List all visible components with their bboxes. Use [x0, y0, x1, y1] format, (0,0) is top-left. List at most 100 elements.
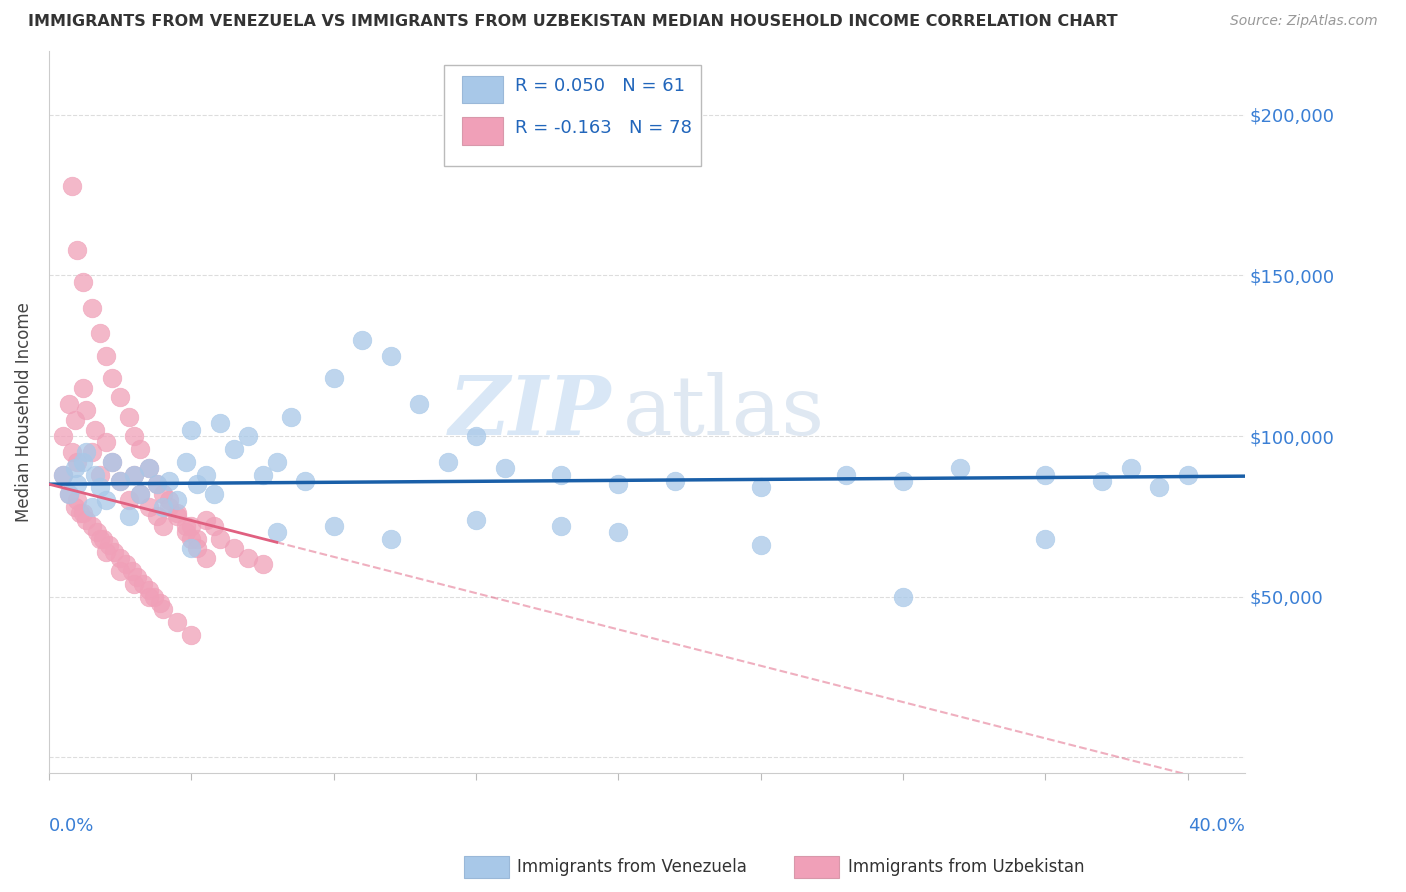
Point — [129, 487, 152, 501]
Point — [100, 455, 122, 469]
Point — [166, 509, 188, 524]
Text: Immigrants from Uzbekistan: Immigrants from Uzbekistan — [848, 858, 1084, 876]
Point — [118, 509, 141, 524]
Point — [1177, 467, 1199, 482]
Point — [891, 474, 914, 488]
Text: R = -0.163   N = 78: R = -0.163 N = 78 — [516, 119, 692, 137]
Point — [174, 455, 197, 469]
Point — [266, 455, 288, 469]
Point — [380, 349, 402, 363]
Point — [186, 532, 208, 546]
Point — [238, 551, 260, 566]
Point — [949, 461, 972, 475]
Point — [94, 544, 117, 558]
Point — [138, 583, 160, 598]
Text: IMMIGRANTS FROM VENEZUELA VS IMMIGRANTS FROM UZBEKISTAN MEDIAN HOUSEHOLD INCOME : IMMIGRANTS FROM VENEZUELA VS IMMIGRANTS … — [28, 14, 1118, 29]
Point — [58, 397, 80, 411]
Point — [124, 467, 146, 482]
Point — [80, 500, 103, 514]
Point — [52, 467, 75, 482]
Text: 0.0%: 0.0% — [49, 816, 94, 835]
Point — [60, 178, 83, 193]
Point — [138, 461, 160, 475]
Point — [138, 500, 160, 514]
Point — [208, 416, 231, 430]
Point — [124, 467, 146, 482]
Point — [118, 493, 141, 508]
Point — [152, 487, 174, 501]
Point — [1119, 461, 1142, 475]
Point — [132, 576, 155, 591]
Point — [80, 301, 103, 315]
Point — [465, 512, 488, 526]
Point — [180, 628, 202, 642]
Point — [550, 519, 572, 533]
Point — [108, 474, 131, 488]
Point — [280, 409, 302, 424]
Point — [550, 467, 572, 482]
Point — [749, 538, 772, 552]
Point — [294, 474, 316, 488]
Point — [86, 525, 108, 540]
Point — [1149, 480, 1171, 494]
Point — [194, 512, 217, 526]
Point — [222, 442, 245, 456]
Point — [157, 474, 180, 488]
Point — [108, 391, 131, 405]
Point — [138, 461, 160, 475]
Point — [186, 477, 208, 491]
Point — [94, 349, 117, 363]
Point — [72, 455, 94, 469]
Point — [194, 467, 217, 482]
Y-axis label: Median Household Income: Median Household Income — [15, 302, 32, 522]
Point — [143, 590, 166, 604]
Text: 40.0%: 40.0% — [1188, 816, 1244, 835]
Text: ZIP: ZIP — [449, 372, 612, 452]
Point — [63, 461, 86, 475]
Point — [222, 541, 245, 556]
Point — [152, 519, 174, 533]
Point — [664, 474, 686, 488]
Point — [465, 429, 488, 443]
Point — [72, 381, 94, 395]
Point — [83, 423, 105, 437]
Point — [152, 602, 174, 616]
Point — [152, 500, 174, 514]
Point — [121, 564, 143, 578]
Point — [180, 519, 202, 533]
Point — [94, 435, 117, 450]
Point — [100, 455, 122, 469]
Point — [180, 532, 202, 546]
Point — [202, 487, 225, 501]
Point — [80, 445, 103, 459]
Point — [83, 467, 105, 482]
Point — [66, 493, 89, 508]
Point — [108, 564, 131, 578]
Point — [63, 500, 86, 514]
Point — [174, 525, 197, 540]
Point — [749, 480, 772, 494]
Point — [202, 519, 225, 533]
Point — [89, 532, 111, 546]
Point — [52, 467, 75, 482]
Point — [127, 570, 149, 584]
Point — [108, 551, 131, 566]
Point — [157, 500, 180, 514]
Point — [124, 429, 146, 443]
Point — [58, 487, 80, 501]
Point — [1035, 467, 1057, 482]
Point — [266, 525, 288, 540]
Point — [100, 371, 122, 385]
Point — [252, 467, 274, 482]
Point — [322, 371, 344, 385]
Point — [186, 541, 208, 556]
Point — [146, 477, 169, 491]
Text: atlas: atlas — [623, 372, 825, 452]
Point — [118, 409, 141, 424]
Point — [380, 532, 402, 546]
Point — [352, 333, 374, 347]
Point — [166, 506, 188, 520]
Point — [166, 615, 188, 630]
Point — [63, 413, 86, 427]
Point — [72, 506, 94, 520]
